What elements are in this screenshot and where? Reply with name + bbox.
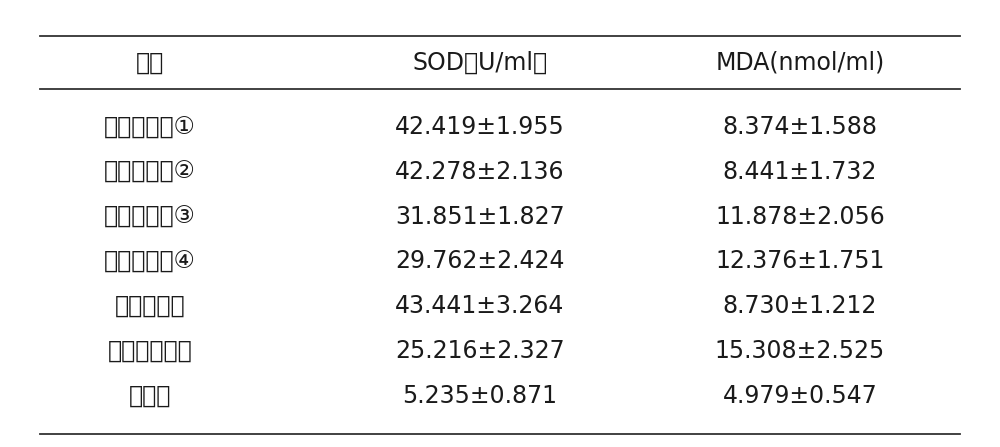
Text: 4.979±0.547: 4.979±0.547 <box>723 384 877 408</box>
Text: 本发明样品③: 本发明样品③ <box>104 205 196 229</box>
Text: 5.235±0.871: 5.235±0.871 <box>402 384 558 408</box>
Text: 42.278±2.136: 42.278±2.136 <box>395 160 565 184</box>
Text: 8.730±1.212: 8.730±1.212 <box>723 294 877 318</box>
Text: 8.374±1.588: 8.374±1.588 <box>722 115 878 139</box>
Text: 25.216±2.327: 25.216±2.327 <box>395 339 565 363</box>
Text: 29.762±2.424: 29.762±2.424 <box>395 249 565 274</box>
Text: 本发明样品④: 本发明样品④ <box>104 249 196 274</box>
Text: SOD（U/ml）: SOD（U/ml） <box>412 51 548 75</box>
Text: 8.441±1.732: 8.441±1.732 <box>723 160 877 184</box>
Text: 43.441±3.264: 43.441±3.264 <box>395 294 565 318</box>
Text: MDA(nmol/ml): MDA(nmol/ml) <box>715 51 885 75</box>
Text: 31.851±1.827: 31.851±1.827 <box>395 205 565 229</box>
Text: 组别: 组别 <box>136 51 164 75</box>
Text: 本发明样品①: 本发明样品① <box>104 115 196 139</box>
Text: 阳性对照组: 阳性对照组 <box>115 294 185 318</box>
Text: 11.878±2.056: 11.878±2.056 <box>715 205 885 229</box>
Text: 42.419±1.955: 42.419±1.955 <box>395 115 565 139</box>
Text: 15.308±2.525: 15.308±2.525 <box>715 339 885 363</box>
Text: 12.376±1.751: 12.376±1.751 <box>715 249 885 274</box>
Text: 正常组: 正常组 <box>129 384 171 408</box>
Text: 本发明样品②: 本发明样品② <box>104 160 196 184</box>
Text: 糖尿病对照组: 糖尿病对照组 <box>108 339 192 363</box>
